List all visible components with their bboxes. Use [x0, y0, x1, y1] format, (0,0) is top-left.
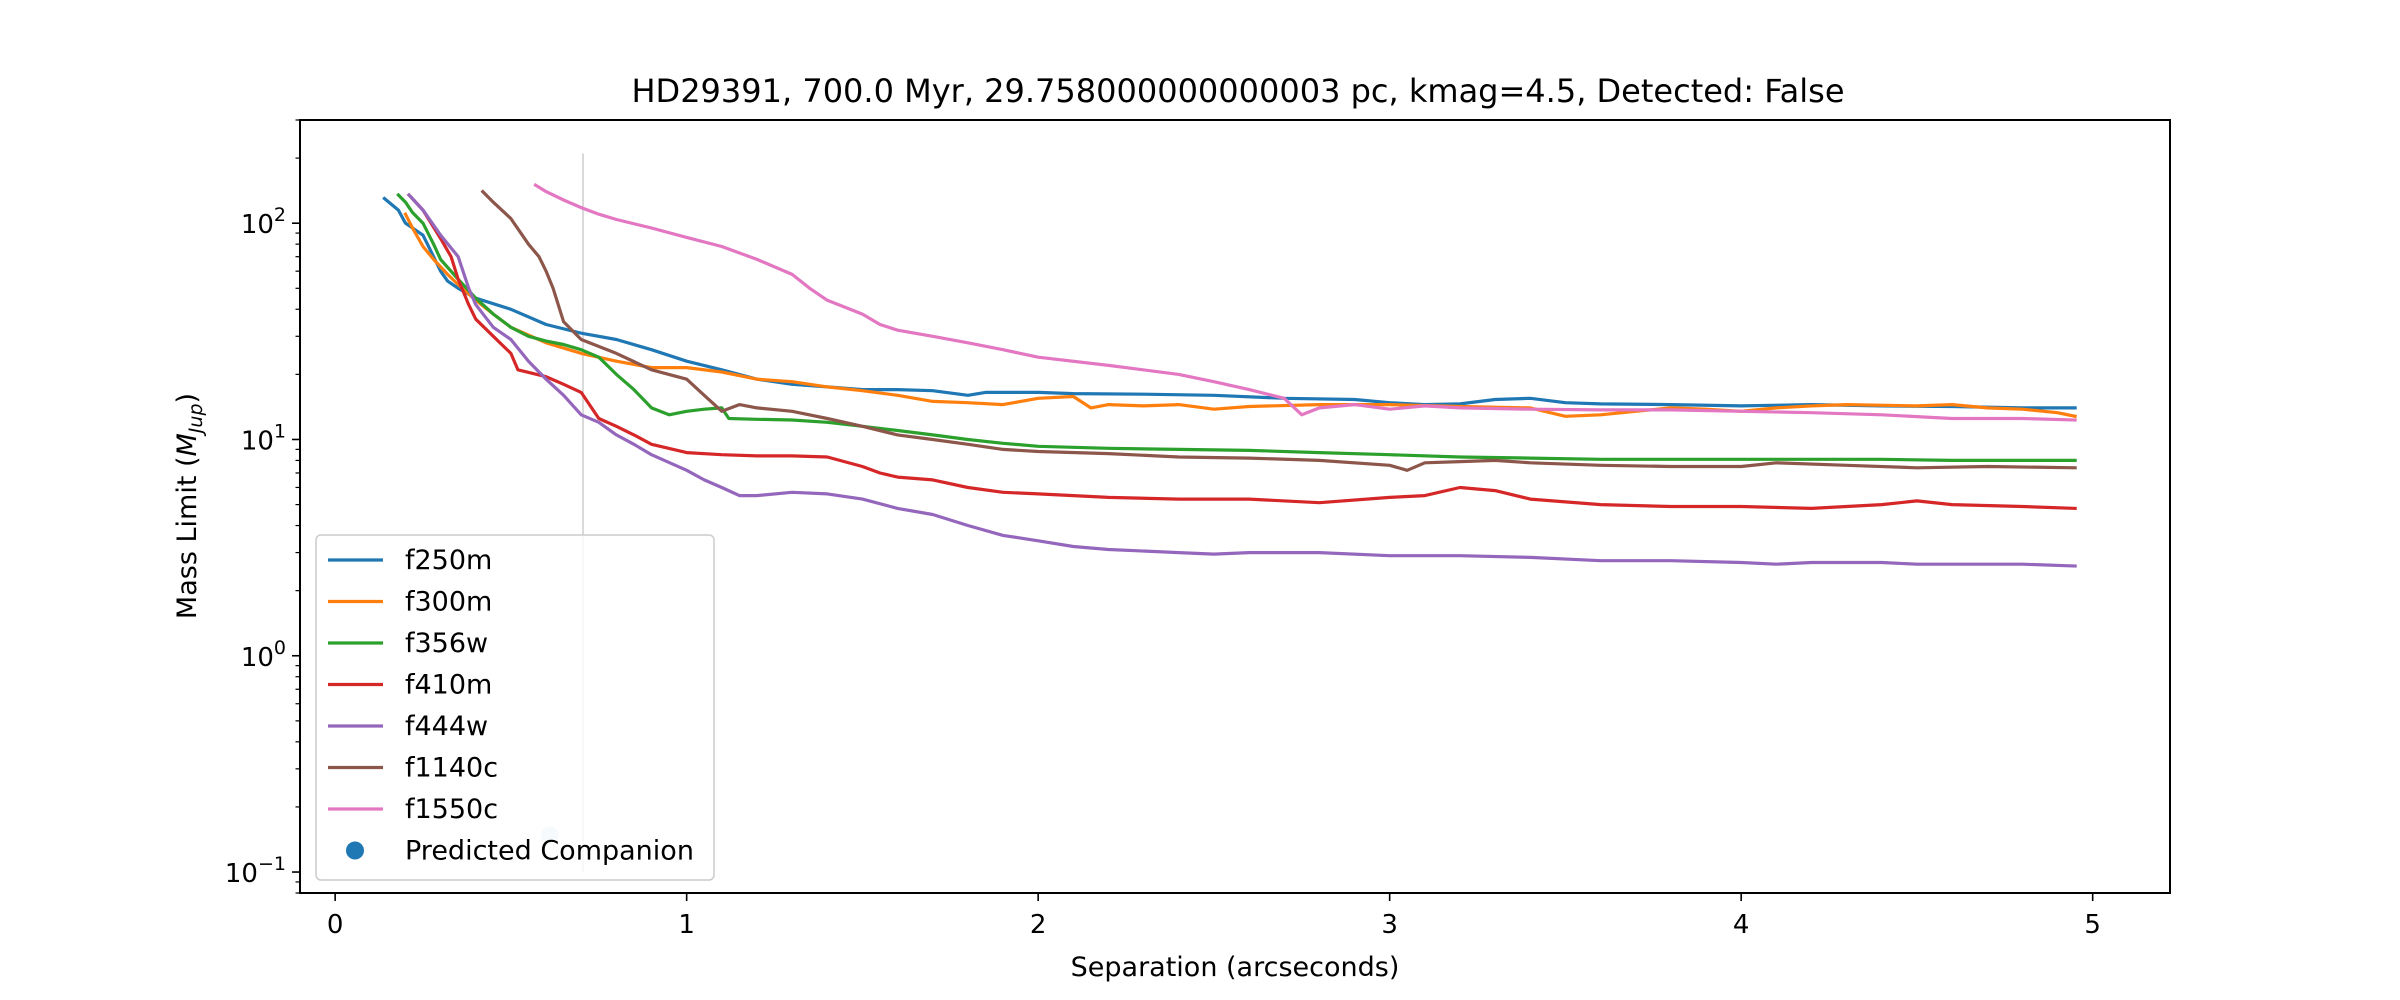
legend-label-f410m: f410m — [405, 670, 492, 701]
legend-label-f300m: f300m — [405, 587, 492, 618]
series-line-f356w — [396, 192, 2077, 462]
axes-frame — [299, 119, 2171, 894]
series-group — [382, 153, 2077, 873]
legend-label-f1140c: f1140c — [405, 753, 498, 784]
y-tick-label: 102 — [241, 204, 286, 240]
legend-label-f1550c: f1550c — [405, 794, 498, 825]
legend: f250m f300m f356w f410m f444w f1140c f1550c Pre… — [315, 534, 715, 881]
series-line-f1550c — [533, 182, 2077, 422]
series-line-f1140c — [480, 189, 2077, 472]
series-line-f444w — [406, 192, 2077, 568]
y-tick-label: 10−1 — [225, 853, 286, 889]
y-tick-label: 100 — [241, 637, 286, 673]
legend-label-predicted-companion: Predicted Companion — [405, 836, 694, 867]
y-tick-label: 101 — [241, 420, 286, 456]
plot-area — [299, 119, 2171, 894]
y-axis-label: Mass Limit (MJup) — [172, 393, 207, 619]
x-axis-ticks: 0 1 2 3 4 5 — [327, 893, 2101, 940]
legend-marker-predicted-companion — [346, 841, 364, 860]
x-tick-label: 4 — [1733, 910, 1750, 940]
x-tick-label: 1 — [678, 910, 695, 940]
x-tick-label: 3 — [1381, 910, 1398, 940]
series-line-f300m — [403, 212, 2077, 419]
series-line-f410m — [406, 192, 2077, 511]
legend-label-f250m: f250m — [405, 545, 492, 576]
legend-label-f356w: f356w — [405, 628, 488, 659]
x-tick-label: 0 — [327, 910, 344, 940]
legend-box — [315, 534, 715, 881]
x-tick-label: 5 — [2084, 910, 2101, 940]
legend-label-f444w: f444w — [405, 711, 488, 742]
x-tick-label: 2 — [1030, 910, 1047, 940]
chart-title: HD29391, 700.0 Myr, 29.758000000000003 p… — [631, 72, 1844, 110]
y-axis-ticks: 102 101 100 10−1 — [225, 119, 300, 894]
series-line-f250m — [382, 196, 2077, 410]
x-axis-label: Separation (arcseconds) — [1071, 952, 1400, 983]
